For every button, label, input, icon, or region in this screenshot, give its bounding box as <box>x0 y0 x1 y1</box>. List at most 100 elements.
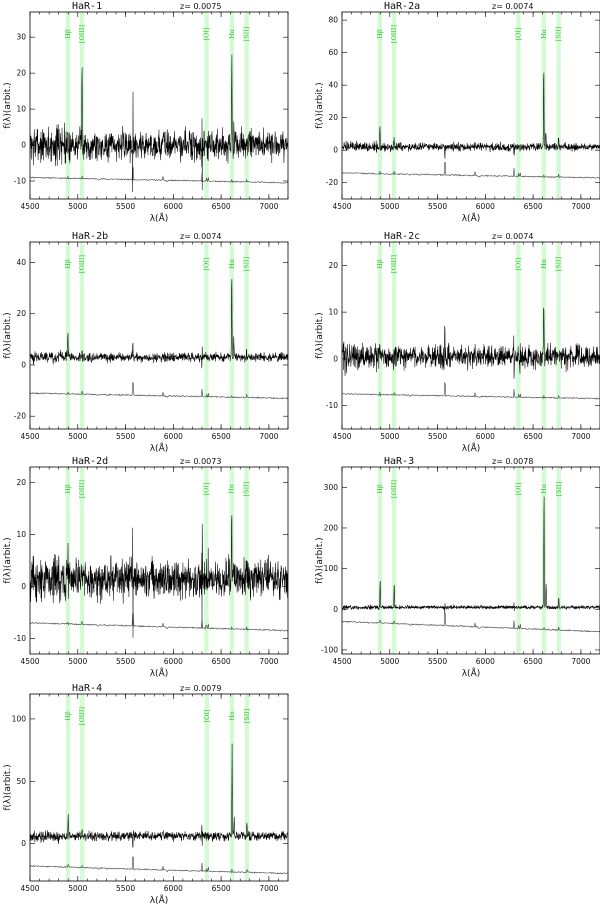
x-tick-label: 6500 <box>524 202 543 211</box>
y-tick-label: 0 <box>333 605 338 614</box>
emission-line-label: Hα <box>540 483 548 494</box>
panel-title: HaR-2b <box>72 231 108 242</box>
y-tick-label: 0 <box>21 582 26 591</box>
x-tick-label: 6000 <box>476 202 495 211</box>
x-axis-title: λ(Å) <box>462 667 481 679</box>
emission-line-label: [SII] <box>243 709 251 724</box>
emission-line-label: Hβ <box>64 259 72 269</box>
y-tick-label: 0 <box>21 360 26 369</box>
y-axis-title: f(λ)(arbit.) <box>315 82 325 128</box>
plot-area <box>30 242 288 429</box>
x-tick-label: 5000 <box>68 884 87 893</box>
x-tick-label: 5500 <box>116 884 135 893</box>
redshift-label: z= 0.0074 <box>492 232 533 241</box>
x-tick-label: 6500 <box>212 432 231 441</box>
emission-line-label: [OIII] <box>390 480 398 498</box>
emission-line-label: [OI] <box>514 258 522 271</box>
object-spectrum <box>342 307 600 379</box>
template-spectrum <box>30 612 288 632</box>
x-tick-label: 7000 <box>259 657 278 666</box>
emission-band <box>244 242 249 429</box>
spectrum-panel-1: 4500 5000 5500 6000 6500 7000 -10 0 10 20 30 Hβ [OII… <box>3 1 289 224</box>
x-axis-title: λ(Å) <box>462 442 481 454</box>
x-tick-label: 7000 <box>259 432 278 441</box>
x-tick-label: 4500 <box>332 657 351 666</box>
plot-area <box>342 242 600 429</box>
x-tick-label: 5000 <box>380 432 399 441</box>
plot-frame <box>341 241 600 430</box>
y-tick-label: 0 <box>21 839 26 848</box>
x-tick-label: 7000 <box>571 202 590 211</box>
emission-line-label: Hα <box>228 258 236 269</box>
y-tick-label: 300 <box>324 483 339 492</box>
y-tick-label: -10 <box>14 177 26 186</box>
template-spectrum <box>30 166 288 184</box>
y-axis-title: f(λ)(arbit.) <box>3 312 13 358</box>
x-tick-label: 5500 <box>428 432 447 441</box>
emission-line-label: Hβ <box>64 484 72 494</box>
spectrum-panel-6: 4500 5000 5500 6000 6500 7000 -100 0 100 200 300 Hβ… <box>315 456 600 679</box>
y-axis-title: f(λ)(arbit.) <box>3 537 13 583</box>
y-axis-title: f(λ)(arbit.) <box>3 82 13 128</box>
redshift-label: z= 0.0078 <box>492 457 533 466</box>
y-tick-label: 60 <box>328 48 338 57</box>
x-tick-label: 5500 <box>428 657 447 666</box>
emission-band <box>541 467 547 654</box>
emission-line-label: [SII] <box>243 27 251 42</box>
emission-line-label: [SII] <box>555 27 563 42</box>
plot-frame <box>29 11 289 200</box>
emission-line-label: [OIII] <box>78 255 86 273</box>
emission-band <box>377 242 383 429</box>
x-tick-label: 6500 <box>524 432 543 441</box>
panel-title: HaR-4 <box>72 683 102 694</box>
x-tick-label: 5500 <box>428 202 447 211</box>
x-tick-label: 4500 <box>20 202 39 211</box>
y-tick-label: 20 <box>16 478 26 487</box>
template-spectrum <box>342 381 600 400</box>
emission-line-label: Hβ <box>64 29 72 39</box>
template-spectrum <box>342 612 600 633</box>
spectrum-panel-7: 4500 5000 5500 6000 6500 7000 0 50 100 Hβ [OIII] [O… <box>3 683 289 906</box>
emission-band <box>80 694 85 881</box>
object-spectrum <box>342 496 600 614</box>
emission-band <box>377 12 383 199</box>
panel-title: HaR-3 <box>384 456 414 467</box>
y-tick-label: 0 <box>333 354 338 363</box>
emission-band <box>516 467 521 654</box>
emission-line-label: Hα <box>540 258 548 269</box>
emission-band <box>244 467 249 654</box>
y-tick-label: 20 <box>328 261 338 270</box>
emission-band <box>204 694 209 881</box>
x-tick-label: 5000 <box>68 202 87 211</box>
emission-line-label: [SII] <box>555 482 563 497</box>
emission-band <box>204 12 209 199</box>
y-tick-label: 30 <box>16 33 26 42</box>
plot-frame <box>341 11 600 200</box>
y-tick-label: 100 <box>324 564 339 573</box>
x-tick-label: 5500 <box>116 657 135 666</box>
x-tick-label: 4500 <box>20 432 39 441</box>
emission-band <box>556 12 561 199</box>
panel-title: HaR-2c <box>384 231 420 242</box>
x-tick-label: 6000 <box>164 202 183 211</box>
object-spectrum <box>30 515 288 638</box>
x-tick-label: 6000 <box>164 657 183 666</box>
emission-band <box>377 467 383 654</box>
y-tick-label: 20 <box>328 113 338 122</box>
x-axis-title: λ(Å) <box>150 894 169 906</box>
spectrum-panel-2: 4500 5000 5500 6000 6500 7000 -20 0 20 40 60 80 Hβ [O… <box>315 1 600 224</box>
plot-area <box>342 12 600 199</box>
y-tick-label: 40 <box>328 81 338 90</box>
x-axis-title: λ(Å) <box>150 212 169 224</box>
redshift-label: z= 0.0074 <box>180 232 221 241</box>
plot-area <box>30 12 288 199</box>
spectrum-panel-3: 4500 5000 5500 6000 6500 7000 -20 0 20 40 Hβ [OIII]… <box>3 231 289 454</box>
emission-line-label: Hα <box>228 28 236 39</box>
y-tick-label: 20 <box>16 69 26 78</box>
x-tick-label: 5000 <box>68 657 87 666</box>
emission-line-label: [OIII] <box>390 255 398 273</box>
template-spectrum <box>30 856 288 875</box>
panel-title: HaR-2a <box>384 1 420 12</box>
template-spectrum <box>342 161 600 179</box>
